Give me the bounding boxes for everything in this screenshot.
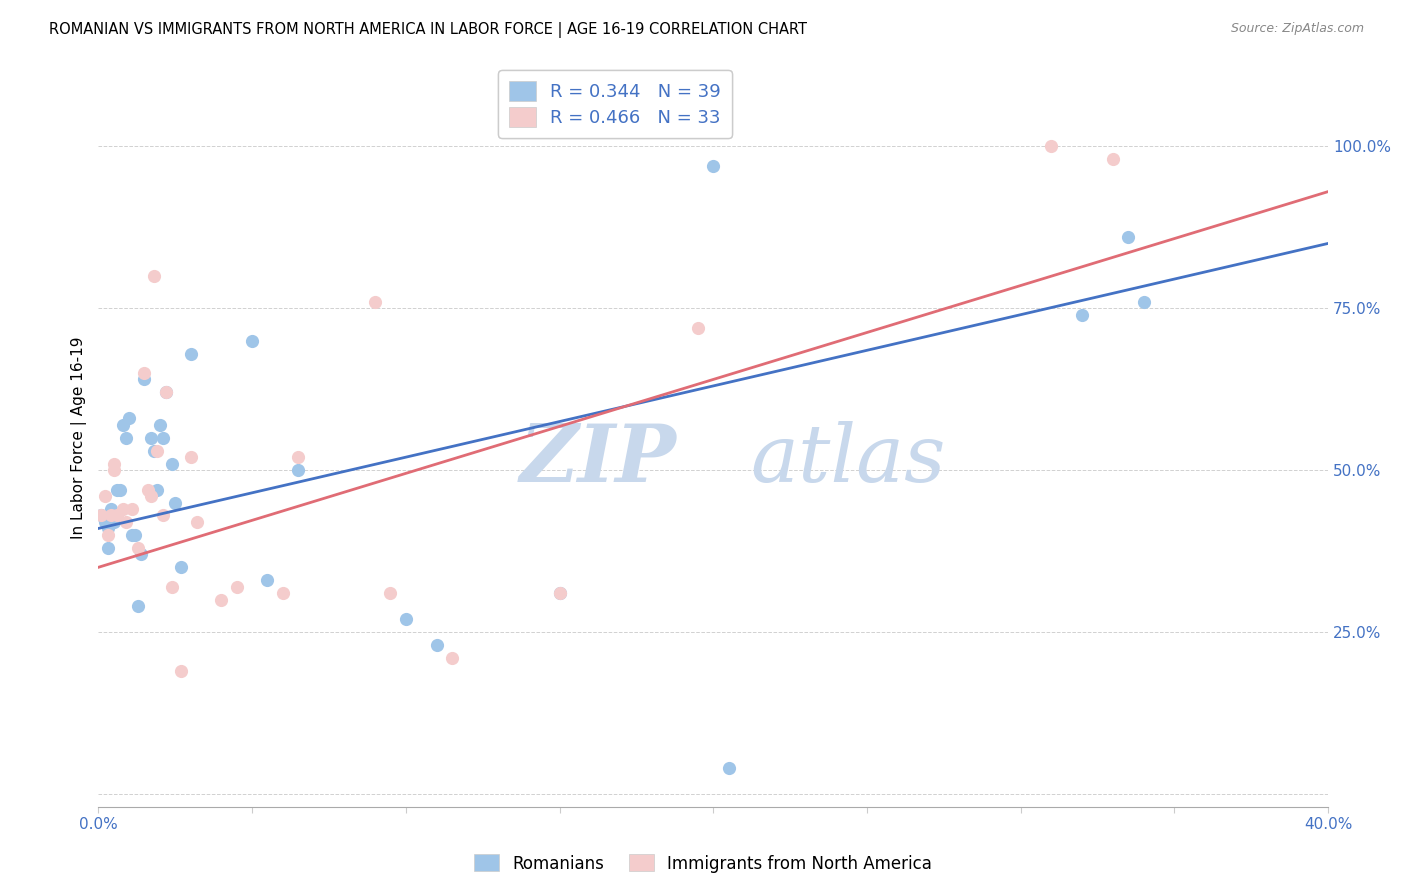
Point bbox=[145, 443, 167, 458]
Point bbox=[105, 508, 128, 523]
Point bbox=[170, 560, 193, 574]
Point bbox=[100, 508, 122, 523]
Point bbox=[686, 320, 709, 334]
Point bbox=[425, 638, 447, 652]
Point bbox=[702, 159, 724, 173]
Point bbox=[90, 508, 112, 523]
Point bbox=[271, 586, 294, 600]
Point bbox=[127, 599, 149, 614]
Point bbox=[103, 515, 125, 529]
Text: ZIP: ZIP bbox=[519, 421, 676, 499]
Point bbox=[165, 495, 187, 509]
Point bbox=[97, 521, 120, 535]
Point bbox=[548, 586, 571, 600]
Legend: R = 0.344   N = 39, R = 0.466   N = 33: R = 0.344 N = 39, R = 0.466 N = 33 bbox=[498, 70, 733, 138]
Point bbox=[100, 502, 122, 516]
Point bbox=[105, 483, 128, 497]
Point bbox=[180, 450, 202, 465]
Point bbox=[160, 580, 183, 594]
Point bbox=[240, 334, 263, 348]
Point bbox=[103, 463, 125, 477]
Point bbox=[155, 385, 177, 400]
Point bbox=[180, 346, 202, 360]
Point bbox=[115, 431, 138, 445]
Point bbox=[145, 483, 167, 497]
Point bbox=[364, 294, 387, 309]
Point bbox=[170, 664, 193, 678]
Point bbox=[1116, 230, 1139, 244]
Point bbox=[131, 547, 153, 561]
Point bbox=[149, 417, 172, 432]
Point bbox=[287, 450, 309, 465]
Point bbox=[118, 411, 141, 425]
Point bbox=[111, 502, 134, 516]
Point bbox=[142, 443, 165, 458]
Point bbox=[1102, 152, 1125, 166]
Point bbox=[395, 612, 418, 626]
Point bbox=[111, 417, 134, 432]
Point bbox=[121, 528, 143, 542]
Point bbox=[103, 457, 125, 471]
Point bbox=[1071, 308, 1094, 322]
Legend: Romanians, Immigrants from North America: Romanians, Immigrants from North America bbox=[467, 847, 939, 880]
Point bbox=[139, 489, 162, 503]
Point bbox=[152, 508, 174, 523]
Point bbox=[142, 268, 165, 283]
Text: ROMANIAN VS IMMIGRANTS FROM NORTH AMERICA IN LABOR FORCE | AGE 16-19 CORRELATION: ROMANIAN VS IMMIGRANTS FROM NORTH AMERIC… bbox=[49, 22, 807, 38]
Text: Source: ZipAtlas.com: Source: ZipAtlas.com bbox=[1230, 22, 1364, 36]
Point bbox=[97, 528, 120, 542]
Point bbox=[287, 463, 309, 477]
Point bbox=[90, 508, 112, 523]
Point bbox=[105, 508, 128, 523]
Point bbox=[93, 515, 115, 529]
Point bbox=[127, 541, 149, 555]
Point bbox=[1040, 139, 1063, 153]
Point bbox=[186, 515, 208, 529]
Point bbox=[152, 431, 174, 445]
Point bbox=[136, 483, 159, 497]
Point bbox=[380, 586, 402, 600]
Point bbox=[134, 372, 156, 386]
Point bbox=[124, 528, 146, 542]
Text: atlas: atlas bbox=[751, 421, 945, 499]
Point bbox=[108, 483, 131, 497]
Point bbox=[160, 457, 183, 471]
Point bbox=[256, 574, 278, 588]
Point bbox=[93, 489, 115, 503]
Point bbox=[155, 385, 177, 400]
Point bbox=[225, 580, 247, 594]
Point bbox=[1132, 294, 1154, 309]
Point bbox=[717, 761, 740, 775]
Point bbox=[115, 515, 138, 529]
Point bbox=[103, 508, 125, 523]
Point bbox=[440, 651, 463, 665]
Point bbox=[134, 366, 156, 380]
Point bbox=[97, 541, 120, 555]
Point bbox=[209, 592, 232, 607]
Point bbox=[548, 586, 571, 600]
Point bbox=[121, 502, 143, 516]
Y-axis label: In Labor Force | Age 16-19: In Labor Force | Age 16-19 bbox=[72, 336, 87, 539]
Point bbox=[139, 431, 162, 445]
